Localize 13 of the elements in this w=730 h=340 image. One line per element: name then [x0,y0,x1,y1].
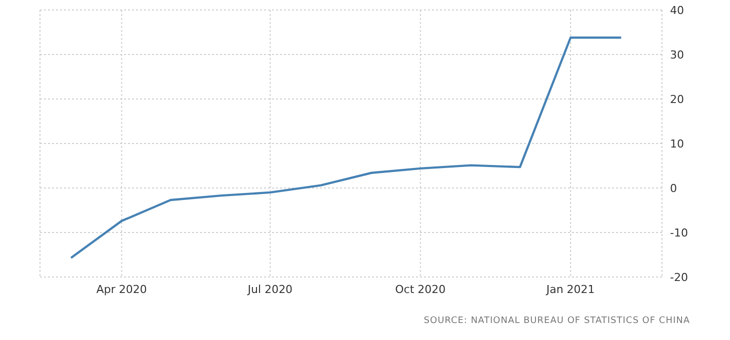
x-tick-label: Jul 2020 [246,282,293,296]
source-note: SOURCE: NATIONAL BUREAU OF STATISTICS OF CHINA [424,316,690,326]
x-tick-label: Apr 2020 [96,282,147,296]
y-tick-label: 0 [670,182,677,195]
line-series [70,36,622,259]
y-tick-label: -10 [670,226,688,240]
y-tick-label: 20 [670,92,684,106]
y-tick-label: 40 [670,4,684,17]
y-tick-label: 10 [670,137,684,150]
y-tick-label: 30 [670,48,684,62]
x-tick-label: Oct 2020 [395,282,446,296]
y-tick-label: -20 [670,270,688,284]
x-tick-label: Jan 2021 [545,282,595,296]
